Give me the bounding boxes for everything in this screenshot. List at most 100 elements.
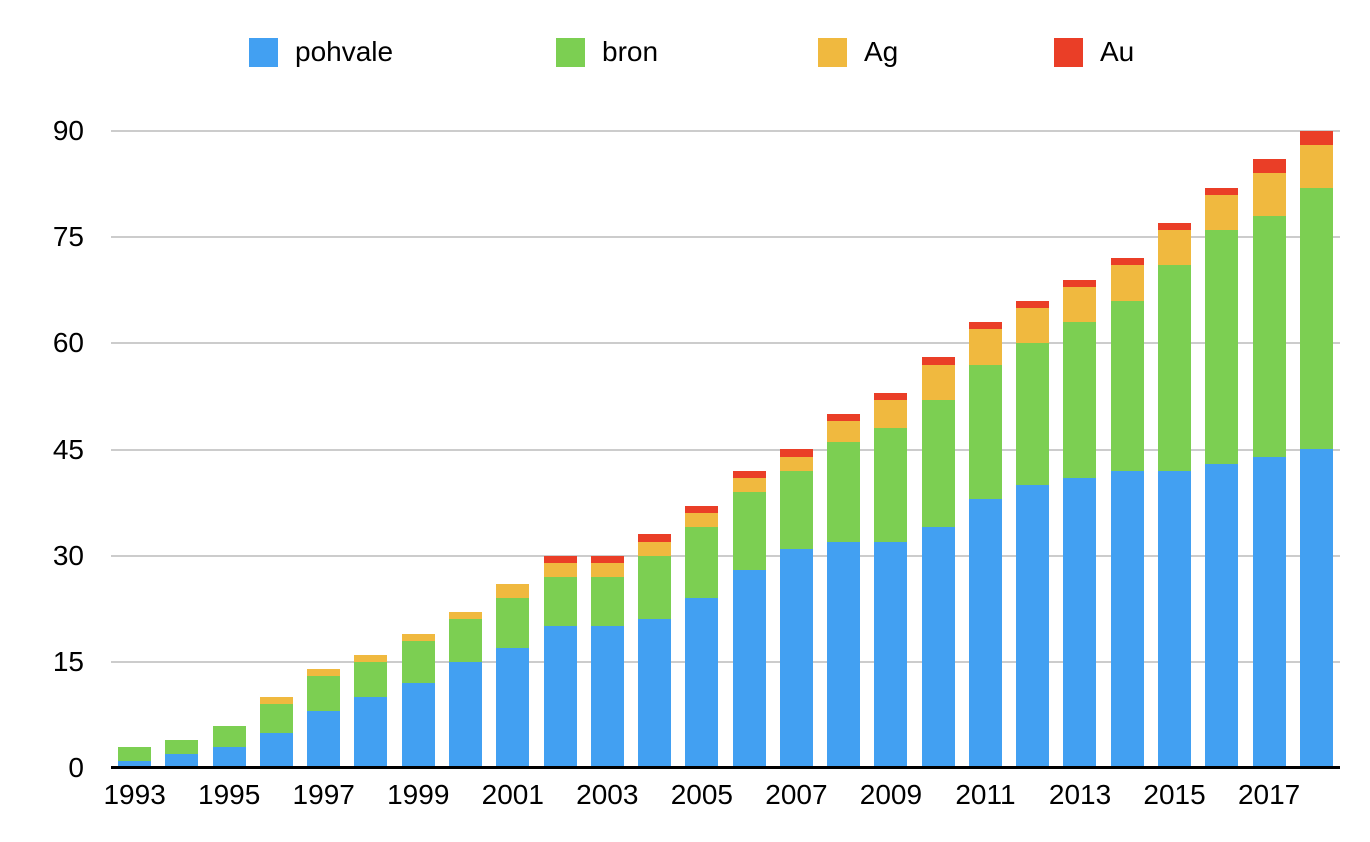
legend-item-pohvale: pohvale	[249, 36, 393, 68]
bar-slot-2006	[725, 131, 772, 768]
bar-slot-2018	[1293, 131, 1340, 768]
bar-segment-Au-2005	[685, 506, 719, 513]
bar-segment-bron-2010	[921, 400, 955, 527]
bar-2016	[1205, 188, 1239, 768]
y-axis-label-90: 90	[52, 115, 84, 146]
bar-slot-1993	[111, 131, 158, 768]
legend-swatch-bron	[556, 37, 585, 67]
bar-1995	[212, 726, 246, 768]
bar-slot-2002	[536, 131, 583, 768]
bar-segment-bron-1996	[259, 704, 293, 733]
y-axis-label-75: 75	[52, 221, 84, 253]
bar-segment-pohvale-1994	[165, 754, 199, 768]
bar-2000	[448, 612, 482, 768]
bar-2004	[638, 534, 672, 768]
gridline-30	[111, 554, 1340, 557]
bar-segment-bron-1997	[307, 676, 341, 711]
bar-slot-2001	[489, 131, 536, 768]
y-axis-label-0: 0	[68, 752, 84, 783]
y-axis-label-30: 30	[52, 539, 84, 571]
x-axis-label-2011: 2011	[955, 779, 1016, 810]
bar-segment-Au-2014	[1110, 258, 1144, 265]
bar-segment-bron-2008	[827, 442, 861, 542]
bar-segment-pohvale-2006	[732, 570, 766, 768]
bar-segment-pohvale-2018	[1299, 449, 1333, 768]
bar-segment-bron-2001	[496, 598, 530, 648]
bar-segment-pohvale-2005	[685, 598, 719, 768]
bar-segment-pohvale-1999	[401, 683, 435, 768]
bar-2002	[543, 556, 577, 768]
bar-2013	[1063, 280, 1097, 768]
bar-segment-pohvale-1993	[118, 761, 152, 768]
bar-segment-pohvale-1996	[259, 733, 293, 768]
bar-segment-Ag-2012	[1016, 308, 1050, 343]
bar-segment-bron-2015	[1157, 265, 1191, 471]
x-axis-label-2017: 2017	[1237, 779, 1301, 810]
bar-segment-Au-2002	[543, 556, 577, 563]
bar-segment-Au-2017	[1252, 159, 1286, 173]
bar-1999	[401, 634, 435, 768]
bar-segment-Ag-2005	[685, 513, 719, 527]
legend-label-au: Au	[1100, 36, 1135, 67]
bar-slot-2014	[1104, 131, 1151, 768]
bar-segment-Au-2013	[1063, 280, 1097, 287]
bar-segment-bron-2002	[543, 577, 577, 626]
x-axis-label-2007: 2007	[765, 779, 828, 810]
bar-segment-bron-1998	[354, 662, 388, 697]
bar-segment-pohvale-2014	[1110, 471, 1144, 768]
bar-segment-bron-2000	[448, 619, 482, 662]
bar-segment-Au-2012	[1016, 301, 1050, 308]
bar-slot-2016	[1198, 131, 1245, 768]
bar-segment-pohvale-1997	[307, 711, 341, 768]
bar-segment-bron-2016	[1205, 230, 1239, 464]
bar-2011	[968, 322, 1002, 768]
bar-slot-2003	[584, 131, 631, 768]
bar-1994	[165, 740, 199, 768]
bar-segment-Ag-2018	[1299, 145, 1333, 188]
y-axis-label-15: 15	[52, 645, 84, 677]
bar-segment-bron-2011	[968, 365, 1002, 499]
bar-segment-Ag-2017	[1252, 173, 1286, 216]
x-axis-label-2009: 2009	[859, 779, 923, 810]
bar-segment-Ag-2007	[779, 457, 813, 471]
x-axis-label-1999: 1999	[387, 779, 450, 810]
bar-slot-2005	[678, 131, 725, 768]
bar-segment-pohvale-2002	[543, 626, 577, 768]
bar-slot-2015	[1151, 131, 1198, 768]
legend-label-ag: Ag	[864, 36, 899, 67]
bar-segment-Ag-1999	[401, 634, 435, 641]
bar-2018	[1299, 131, 1333, 768]
bar-segment-Ag-2003	[590, 563, 624, 577]
bar-segment-pohvale-2003	[590, 626, 624, 768]
legend-label-bron: bron	[602, 36, 659, 67]
bar-slot-2000	[442, 131, 489, 768]
x-axis-label-2013: 2013	[1048, 779, 1112, 810]
bar-slot-1999	[395, 131, 442, 768]
bar-2007	[779, 449, 813, 768]
bar-segment-bron-2004	[638, 556, 672, 619]
bars	[111, 131, 1340, 768]
bar-2012	[1016, 301, 1050, 768]
bar-1996	[259, 697, 293, 768]
x-axis-label-2015: 2015	[1143, 779, 1206, 810]
bar-segment-Ag-2004	[638, 542, 672, 556]
bar-slot-1998	[347, 131, 394, 768]
bar-segment-Au-2007	[779, 449, 813, 457]
bar-segment-bron-2005	[685, 527, 719, 598]
bar-segment-pohvale-2009	[874, 542, 908, 768]
bar-slot-2007	[773, 131, 820, 768]
bar-segment-Au-2008	[827, 414, 861, 421]
bar-segment-pohvale-2000	[448, 662, 482, 768]
bar-segment-bron-2012	[1016, 343, 1050, 485]
x-axis-label-1993: 1993	[103, 779, 166, 810]
bar-slot-2008	[820, 131, 867, 768]
bar-slot-2004	[631, 131, 678, 768]
bar-segment-bron-2003	[590, 577, 624, 626]
gridline-60	[111, 342, 1340, 345]
legend-label-pohvale: pohvale	[295, 36, 394, 67]
bar-segment-pohvale-2017	[1252, 457, 1286, 768]
bar-segment-pohvale-2011	[968, 499, 1002, 768]
x-axis-label-2005: 2005	[670, 779, 734, 810]
legend-item-ag: Ag	[818, 36, 898, 68]
